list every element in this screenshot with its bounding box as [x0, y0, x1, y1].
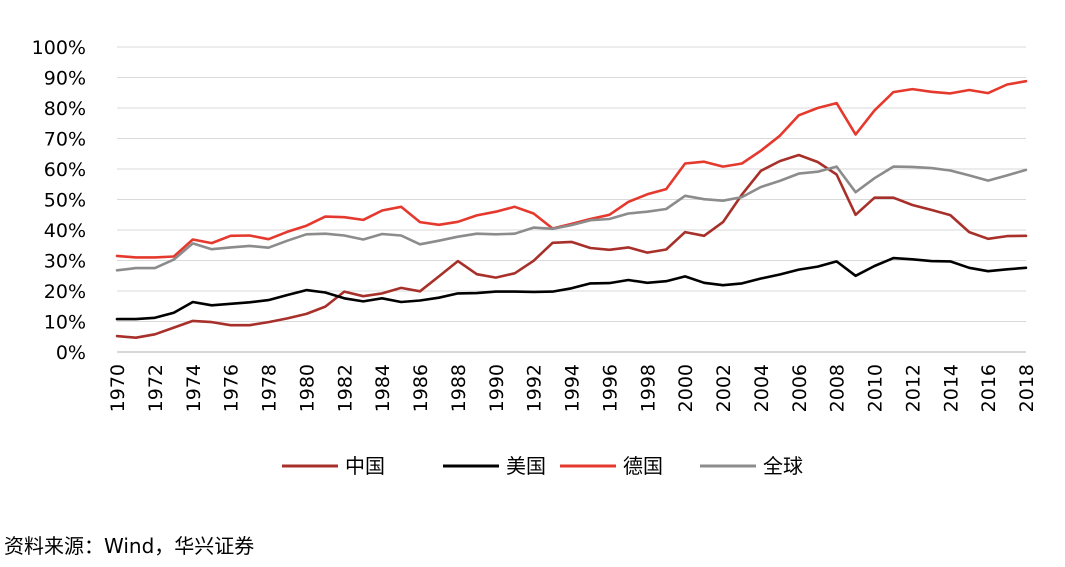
x-tick-label: 1976	[221, 364, 243, 412]
legend-label: 中国	[345, 454, 385, 478]
x-tick-label: 1998	[637, 364, 659, 412]
legend-label: 美国	[506, 454, 546, 478]
y-tick-label: 100%	[32, 37, 86, 59]
series-line	[115, 153, 1028, 340]
y-tick-label: 50%	[44, 190, 86, 212]
x-tick-label: 1996	[599, 364, 621, 412]
x-tick-label: 1986	[410, 364, 432, 412]
x-tick-label: 2018	[1016, 364, 1038, 412]
x-tick-label: 2006	[789, 364, 811, 412]
x-tick-label: 2014	[940, 364, 962, 412]
source-note: 资料来源：Wind，华兴证券	[4, 534, 255, 558]
line-chart: 0%10%20%30%40%50%60%70%80%90%100% 1970 19…	[32, 37, 1038, 478]
x-tick-label: 1994	[562, 364, 584, 412]
series-lines	[115, 79, 1028, 340]
series-line	[115, 165, 1028, 272]
y-tick-label: 30%	[44, 251, 86, 273]
y-tick-label: 10%	[44, 312, 86, 334]
legend: 中国 美国 德国 全球	[282, 454, 803, 478]
y-tick-label: 20%	[44, 281, 86, 303]
x-tick-label: 2012	[902, 364, 924, 412]
gridlines	[117, 46, 1026, 353]
y-tick-label: 90%	[44, 68, 86, 90]
x-tick-label: 1992	[524, 364, 546, 412]
x-tick-label: 1972	[145, 364, 167, 412]
x-tick-label: 2016	[978, 364, 1000, 412]
x-axis-ticks: 1970 1972 1974 1976 1978 1980 1982 1984 1986 1988…	[107, 364, 1038, 412]
series-line	[115, 256, 1028, 321]
x-tick-label: 1978	[259, 364, 281, 412]
legend-label: 全球	[763, 454, 803, 478]
y-tick-label: 40%	[44, 220, 86, 242]
y-tick-label: 80%	[44, 98, 86, 120]
y-axis-ticks: 0% 10% 20% 30% 40% 50% 60% 70% 80% 90% 100%	[32, 37, 86, 364]
y-tick-label: 0%	[56, 342, 86, 364]
x-tick-label: 2000	[675, 364, 697, 412]
y-tick-label: 70%	[44, 129, 86, 151]
x-tick-label: 1980	[296, 364, 318, 412]
y-tick-label: 60%	[44, 159, 86, 181]
x-tick-label: 1970	[107, 364, 129, 412]
x-tick-label: 2004	[751, 364, 773, 412]
x-tick-label: 1990	[486, 364, 508, 412]
x-tick-label: 2008	[827, 364, 849, 412]
x-tick-label: 2002	[713, 364, 735, 412]
x-tick-label: 1988	[448, 364, 470, 412]
x-tick-label: 2010	[865, 364, 887, 412]
x-tick-label: 1984	[372, 364, 394, 412]
x-tick-label: 1974	[183, 364, 205, 412]
x-tick-label: 1982	[334, 364, 356, 412]
legend-label: 德国	[623, 454, 663, 478]
